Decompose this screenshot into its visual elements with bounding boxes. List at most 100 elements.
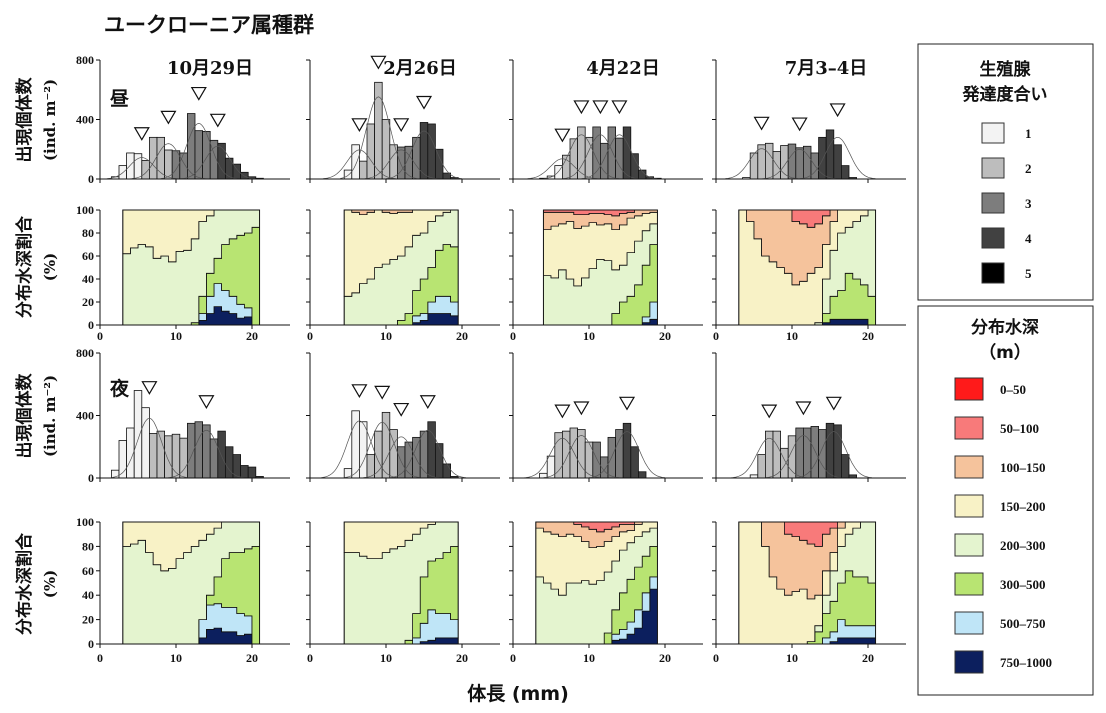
fit-curve	[795, 431, 872, 478]
peak-marker	[753, 116, 770, 131]
depth-legend-box	[917, 305, 1094, 696]
x-tick-label: 20	[456, 651, 468, 665]
depth-label: 150–200	[1000, 499, 1046, 514]
maturity-legend-subtitle: 発達度合い	[962, 84, 1048, 105]
maturity-label: 5	[1025, 266, 1032, 281]
bar	[607, 126, 616, 180]
bar	[780, 447, 789, 479]
maturity-label: 4	[1025, 231, 1032, 246]
y-tick-label: 100	[76, 515, 94, 529]
bar	[358, 160, 368, 180]
peak-marker	[141, 381, 158, 395]
depth-swatch	[954, 533, 984, 557]
bar	[224, 157, 234, 180]
y-tick-label: 800	[76, 346, 94, 360]
depth-label: 300–500	[1000, 577, 1046, 592]
fit-curve	[581, 134, 658, 180]
x-tick-label: 20	[246, 329, 258, 343]
bar	[615, 429, 624, 479]
bar	[224, 446, 234, 479]
y-tick-label: 20	[82, 295, 94, 309]
fit-curve	[340, 96, 417, 179]
x-tick-label: 0	[713, 651, 719, 665]
panel-day-count: 10月29日 0 400 800	[76, 53, 290, 186]
x-tick-label: 20	[456, 329, 468, 343]
y-tick-label: 100	[76, 203, 94, 217]
peak-marker	[374, 385, 391, 400]
bar	[232, 163, 241, 180]
depth-label: 100–150	[1000, 460, 1046, 475]
y-tick-label: 0	[88, 318, 94, 332]
peak-marker	[393, 118, 410, 132]
bar	[622, 126, 632, 180]
peak-marker	[554, 404, 571, 419]
bar	[442, 463, 451, 479]
x-tick-label: 20	[659, 651, 671, 665]
peak-marker	[190, 86, 207, 101]
panel-night-depth: 0 10 20	[712, 521, 906, 665]
depth-swatch	[954, 650, 984, 674]
fit-curve	[543, 134, 620, 180]
y-title-day-depth: 分布水深割合	[14, 215, 35, 318]
x-tick-label: 10	[380, 329, 392, 343]
maturity-label: 1	[1025, 126, 1032, 141]
y-tick-label: 20	[82, 613, 94, 627]
fit-curve	[160, 123, 237, 179]
fit-curve	[321, 149, 398, 180]
svg-text:出現個体数: 出現個体数	[14, 373, 35, 459]
night-label: 夜	[109, 377, 130, 400]
y-title-night-count: 出現個体数	[14, 373, 35, 459]
depth-swatch	[954, 416, 984, 440]
bar	[772, 430, 781, 479]
maturity-swatch	[981, 227, 1005, 249]
peak-marker	[370, 55, 387, 70]
fit-curve	[344, 421, 421, 478]
depth-swatch	[954, 494, 984, 518]
depth-label: 50–100	[1000, 421, 1039, 436]
bar	[833, 424, 842, 479]
bar	[202, 130, 211, 180]
bar	[825, 129, 835, 180]
panel-date: 2月26日	[383, 58, 457, 79]
depth-label: 200–300	[1000, 538, 1046, 553]
depth-legend-title: 分布水深	[971, 317, 1039, 338]
bar	[179, 152, 188, 180]
x-tick-label: 20	[246, 651, 258, 665]
panel-night-depth: 0 10 20	[306, 521, 500, 665]
bar	[396, 146, 406, 180]
fit-curve	[103, 157, 180, 180]
bar	[607, 436, 616, 479]
peak-marker	[133, 127, 150, 141]
peak-marker	[415, 95, 433, 110]
depth-legend: 0–50 50–100 100–150 150–200 200–300 300–500 50…	[954, 377, 1052, 674]
fit-curve	[524, 437, 601, 479]
fit-curve	[363, 149, 440, 180]
fit-curve	[588, 431, 666, 478]
y-tick-label: 80	[82, 539, 94, 553]
panel-date: 4月22日	[586, 58, 660, 79]
panel-night-depth: 0 10 20	[509, 521, 703, 665]
y-title-night-depth: 分布水深割合	[14, 532, 35, 635]
y-tick-label: 0	[88, 471, 94, 485]
maturity-swatch	[981, 157, 1005, 179]
bar	[427, 123, 436, 180]
bar	[592, 441, 601, 479]
panel-night-count: 0 400 800	[76, 346, 290, 485]
bar	[630, 446, 639, 479]
bar	[366, 123, 375, 180]
bar	[787, 143, 797, 180]
svg-text:(%): (%)	[41, 570, 59, 598]
peak-marker	[198, 395, 215, 409]
y-tick-label: 60	[82, 249, 94, 263]
x-tick-label: 0	[307, 651, 313, 665]
x-tick-label: 0	[307, 329, 313, 343]
bar	[381, 119, 391, 180]
bar	[638, 471, 647, 479]
maturity-legend-box	[917, 43, 1094, 301]
bar	[194, 421, 203, 479]
bar	[584, 136, 594, 180]
bar	[171, 433, 181, 479]
depth-legend-subtitle: （m）	[979, 342, 1031, 363]
y-tick-label: 400	[76, 409, 94, 423]
